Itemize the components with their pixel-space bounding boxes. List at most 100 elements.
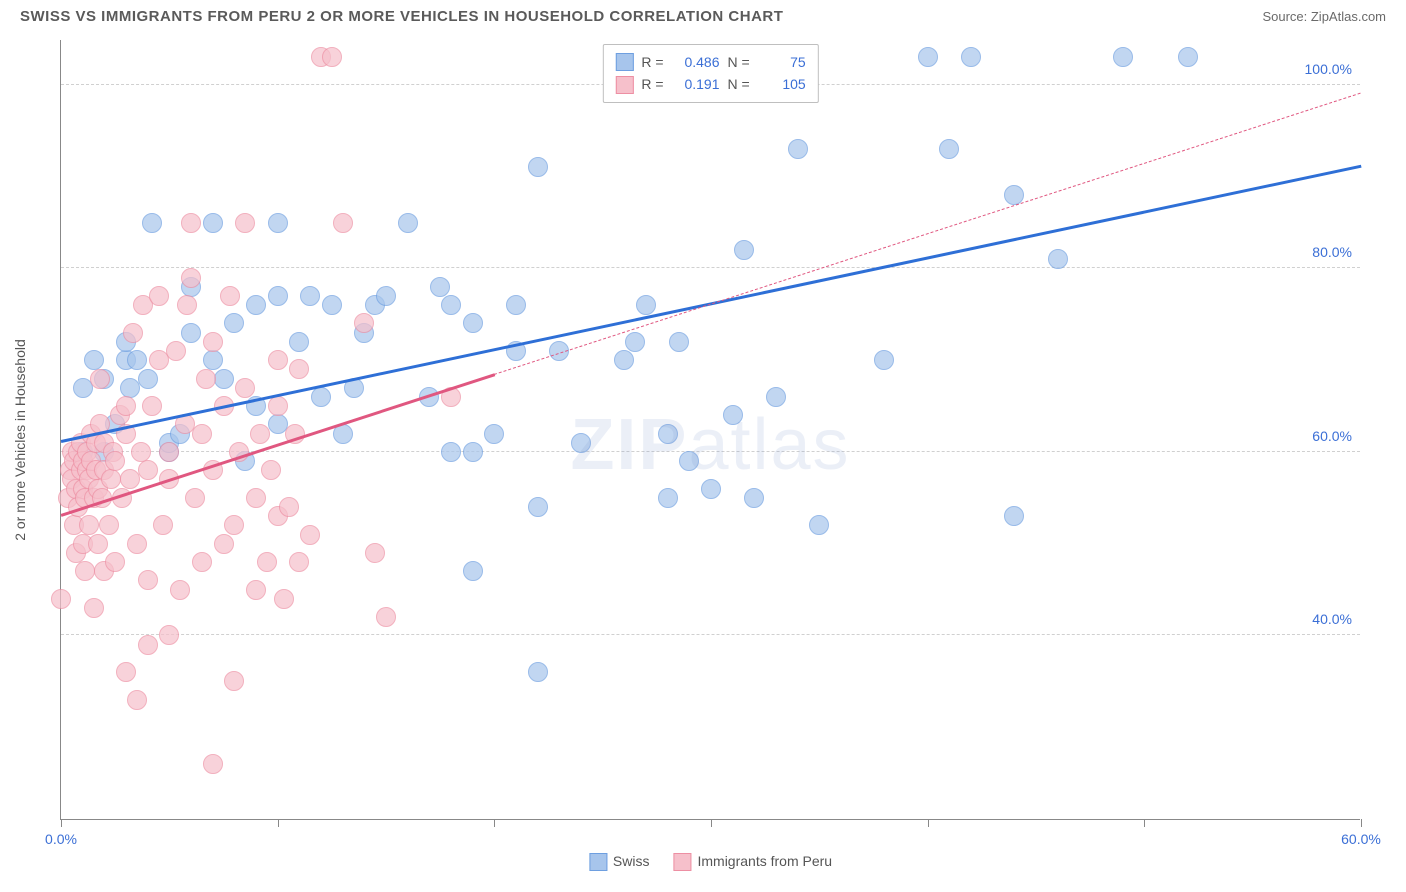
data-point	[658, 424, 678, 444]
data-point	[159, 442, 179, 462]
data-point	[142, 396, 162, 416]
data-point	[333, 213, 353, 233]
data-point	[257, 552, 277, 572]
data-point	[441, 442, 461, 462]
data-point	[203, 213, 223, 233]
y-tick-label: 40.0%	[1312, 611, 1352, 627]
data-point	[127, 350, 147, 370]
data-point	[701, 479, 721, 499]
data-point	[192, 552, 212, 572]
data-point	[159, 625, 179, 645]
legend-item: Swiss	[589, 853, 650, 871]
data-point	[300, 525, 320, 545]
data-point	[723, 405, 743, 425]
data-point	[506, 295, 526, 315]
data-point	[127, 534, 147, 554]
data-point	[101, 469, 121, 489]
stat-r-value: 0.191	[672, 73, 720, 95]
data-point	[679, 451, 699, 471]
legend-stat-row: R =0.191N =105	[615, 73, 805, 95]
stat-n-value: 105	[758, 73, 806, 95]
data-point	[365, 543, 385, 563]
x-tick-label: 60.0%	[1341, 831, 1381, 847]
x-tick	[928, 819, 929, 827]
stat-r-label: R =	[641, 51, 663, 73]
data-point	[463, 561, 483, 581]
data-point	[268, 350, 288, 370]
x-tick	[278, 819, 279, 827]
chart-title: SWISS VS IMMIGRANTS FROM PERU 2 OR MORE …	[20, 8, 783, 25]
series-swatch	[615, 76, 633, 94]
data-point	[181, 213, 201, 233]
data-point	[224, 515, 244, 535]
data-point	[84, 350, 104, 370]
data-point	[376, 607, 396, 627]
data-point	[268, 396, 288, 416]
data-point	[788, 139, 808, 159]
series-swatch	[589, 853, 607, 871]
data-point	[170, 580, 190, 600]
gridline	[61, 634, 1360, 635]
data-point	[528, 662, 548, 682]
data-point	[105, 552, 125, 572]
series-swatch	[673, 853, 691, 871]
data-point	[99, 515, 119, 535]
data-point	[246, 580, 266, 600]
data-point	[138, 460, 158, 480]
data-point	[528, 157, 548, 177]
y-axis-label: 2 or more Vehicles in Household	[12, 339, 28, 541]
data-point	[430, 277, 450, 297]
data-point	[214, 369, 234, 389]
data-point	[138, 369, 158, 389]
data-point	[123, 323, 143, 343]
stat-n-label: N =	[728, 51, 750, 73]
data-point	[614, 350, 634, 370]
data-point	[51, 589, 71, 609]
data-point	[322, 47, 342, 67]
data-point	[181, 268, 201, 288]
data-point	[149, 286, 169, 306]
data-point	[246, 295, 266, 315]
series-name: Immigrants from Peru	[697, 853, 832, 869]
data-point	[84, 598, 104, 618]
data-point	[268, 213, 288, 233]
data-point	[192, 424, 212, 444]
data-point	[105, 451, 125, 471]
data-point	[398, 213, 418, 233]
data-point	[250, 424, 270, 444]
data-point	[766, 387, 786, 407]
series-name: Swiss	[613, 853, 650, 869]
x-tick	[494, 819, 495, 827]
data-point	[185, 488, 205, 508]
data-point	[484, 424, 504, 444]
data-point	[658, 488, 678, 508]
data-point	[289, 359, 309, 379]
y-tick-label: 60.0%	[1312, 428, 1352, 444]
data-point	[300, 286, 320, 306]
data-point	[127, 690, 147, 710]
data-point	[1004, 506, 1024, 526]
data-point	[224, 671, 244, 691]
data-point	[138, 635, 158, 655]
data-point	[744, 488, 764, 508]
data-point	[75, 561, 95, 581]
data-point	[220, 286, 240, 306]
stat-r-value: 0.486	[672, 51, 720, 73]
x-tick-label: 0.0%	[45, 831, 77, 847]
x-tick	[1361, 819, 1362, 827]
data-point	[376, 286, 396, 306]
data-point	[289, 332, 309, 352]
data-point	[235, 378, 255, 398]
data-point	[153, 515, 173, 535]
y-tick-label: 100.0%	[1305, 61, 1352, 77]
data-point	[354, 313, 374, 333]
x-tick	[711, 819, 712, 827]
gridline	[61, 267, 1360, 268]
data-point	[463, 442, 483, 462]
source-attribution: Source: ZipAtlas.com	[1262, 9, 1386, 24]
data-point	[669, 332, 689, 352]
x-tick	[61, 819, 62, 827]
series-swatch	[615, 53, 633, 71]
data-point	[138, 570, 158, 590]
watermark: ZIPatlas	[570, 404, 850, 486]
